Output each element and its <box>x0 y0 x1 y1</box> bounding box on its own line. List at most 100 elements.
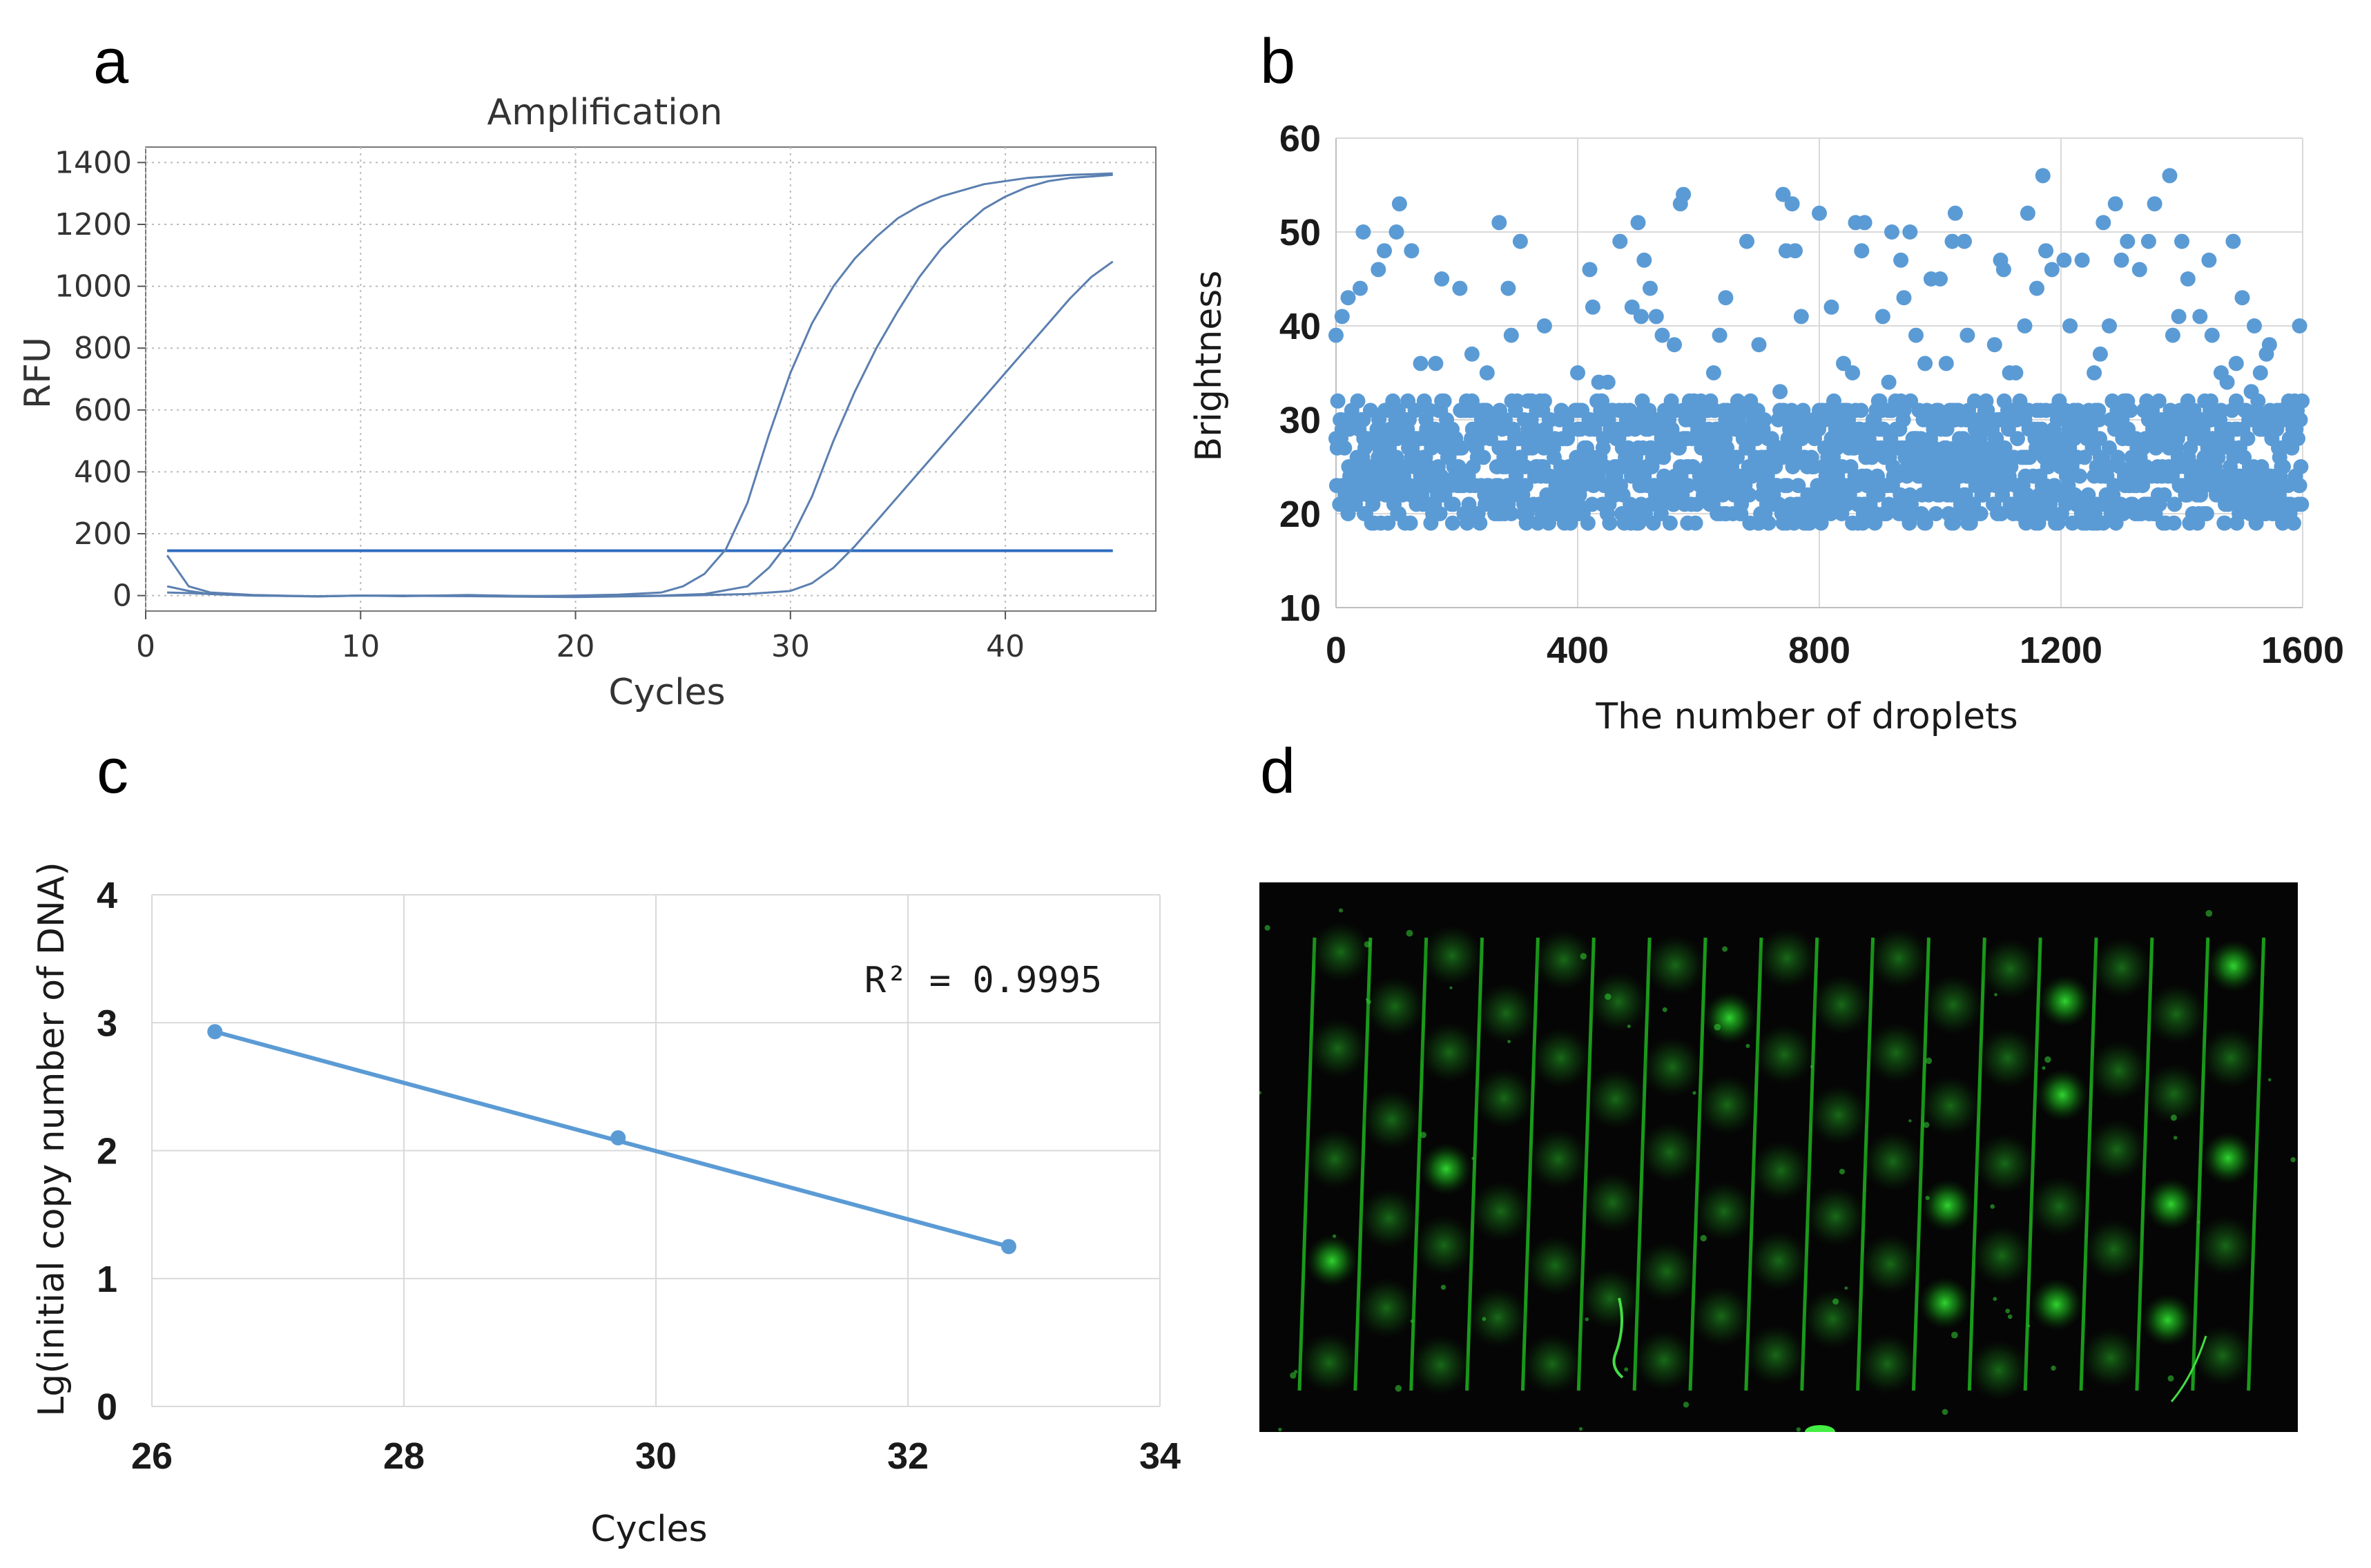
panel-b-droplet-point <box>1491 215 1507 231</box>
panel-b-droplet-point <box>1918 515 1933 531</box>
panel-b-droplet-point <box>2166 515 2182 531</box>
panel-b-droplet-point <box>2294 393 2310 409</box>
panel-b-droplet-point <box>1751 337 1767 353</box>
panel-b-droplet-point <box>1662 515 1678 531</box>
panel-b-droplet-point <box>1790 478 1806 494</box>
panel-b-droplet-point <box>1812 205 1827 221</box>
panel-d-speck <box>1627 1025 1631 1028</box>
panel-d-speck <box>1366 998 1368 1001</box>
panel-d-speck <box>1471 1156 1475 1160</box>
panel-b-droplet-point <box>1986 337 2002 353</box>
panel-a-xtick-label: 40 <box>986 629 1025 664</box>
panel-d-speck <box>1990 1204 1995 1209</box>
panel-d-droplet <box>1802 1288 1864 1350</box>
panel-c-ytick-label: 0 <box>97 1386 117 1428</box>
panel-b-droplet-point <box>1741 487 1757 503</box>
panel-b-droplet-point <box>1947 205 1963 221</box>
panel-b-droplet-point <box>1432 506 1448 521</box>
panel-b-droplet-point <box>1643 280 1658 296</box>
panel-d-droplet <box>1358 1188 1420 1249</box>
panel-b-droplet-point <box>1503 327 1519 343</box>
panel-a-ytick-label: 400 <box>74 454 132 490</box>
panel-b-droplet-point <box>1518 478 1533 494</box>
panel-c-data-point <box>610 1130 626 1145</box>
panel-d-droplet <box>2088 1040 2149 1101</box>
panel-d-speck <box>2197 1220 2200 1224</box>
panel-b-droplet-point <box>1957 233 1972 249</box>
panel-b-droplet-point <box>1337 440 1353 456</box>
panel-b-droplet-point <box>1687 515 1703 531</box>
panel-b-droplet-point <box>1472 515 1488 531</box>
panel-c-ylabel: Lg(initial copy number of DNA) <box>31 862 72 1416</box>
panel-b-droplet-point <box>2219 374 2235 390</box>
panel-b-ticks: 0 400 800 1200 1600 10 20 30 40 50 60 <box>1279 118 2344 671</box>
panel-b-points <box>1328 168 2310 531</box>
panel-b-droplet-point <box>2062 318 2078 333</box>
panel-d-speck <box>1923 1121 1930 1128</box>
panel-b-droplet-point <box>1434 271 1450 287</box>
panel-b-droplet-point <box>2140 233 2156 249</box>
panel-b-droplet-point <box>1428 356 1444 371</box>
panel-d-speck <box>2042 1066 2046 1070</box>
panel-a-plot-area <box>145 146 1157 612</box>
panel-b-droplet-point <box>1730 449 1745 465</box>
panel-b-droplet-point <box>1570 365 1585 380</box>
panel-d-droplet <box>1694 1181 1755 1242</box>
panel-b-ytick-label: 20 <box>1279 494 1321 535</box>
panel-b-droplet-point <box>1612 233 1628 249</box>
panel-d-speck <box>1925 1196 1930 1201</box>
panel-b-droplet-point <box>2167 496 2183 512</box>
panel-b-droplet-point <box>1908 327 1924 343</box>
panel-b-droplet-point <box>1775 186 1791 202</box>
panel-b-droplet-point <box>2234 290 2250 306</box>
panel-d-speck <box>1942 1409 1948 1415</box>
panel-b-droplet-point <box>2092 346 2108 362</box>
panel-d-droplet <box>1470 1181 1531 1242</box>
panel-d-droplet <box>2141 1293 2194 1346</box>
panel-b-droplet-point <box>1795 403 1811 418</box>
panel-b-droplet-point <box>2213 403 2229 418</box>
panel-b-droplet-point <box>2092 431 2107 447</box>
panel-b-ytick-label: 50 <box>1279 212 1321 253</box>
panel-b-droplet-point <box>1407 403 1423 418</box>
panel-d-droplet <box>1473 1067 1535 1129</box>
panel-d-droplet <box>1690 1286 1752 1347</box>
panel-b-droplet-point <box>2198 506 2214 521</box>
panel-b-droplet-point <box>1681 478 1696 494</box>
panel-a-series <box>166 172 1114 599</box>
panel-b-droplet-point <box>1836 356 1851 371</box>
panel-d-speck <box>1683 1402 1690 1408</box>
panel-b-droplet-point <box>1993 506 2009 521</box>
panel-b-droplet-point <box>1350 393 1366 409</box>
panel-letter-d: d <box>1260 736 1295 806</box>
panel-d-droplet <box>1748 1230 1809 1291</box>
panel-b-droplet-point <box>2285 515 2301 531</box>
panel-b-droplet-point <box>1355 224 1371 240</box>
panel-d-droplet <box>1307 1018 1368 1079</box>
panel-d-droplet <box>2029 1176 2090 1237</box>
panel-b-droplet-point <box>1459 515 1475 531</box>
panel-b-droplet-point <box>2292 318 2307 333</box>
panel-b-droplet-point <box>1779 478 1795 494</box>
panel-a-ytick-label: 600 <box>74 393 132 428</box>
panel-b-droplet-point <box>1823 299 1839 315</box>
panel-d-speck <box>2007 1314 2013 1319</box>
panel-d-droplet <box>2030 1278 2083 1331</box>
panel-d-droplet <box>1857 1333 1918 1395</box>
panel-d-channel-stripe <box>2079 937 2098 1391</box>
panel-b-droplet-point <box>1444 515 1460 531</box>
panel-d-droplet <box>1750 1140 1812 1201</box>
panel-b-droplet-point <box>1580 515 1596 531</box>
panel-b-droplet-point <box>1536 393 1552 409</box>
panel-b-ylabel: Brightness <box>1188 271 1230 462</box>
panel-a-xtick-label: 20 <box>557 629 595 664</box>
panel-b-droplet-point <box>1933 271 1948 287</box>
panel-b-droplet-point <box>2290 431 2305 447</box>
panel-b-droplet-point <box>1893 252 1909 268</box>
panel-b-droplet-point <box>1436 393 1452 409</box>
panel-d-droplet <box>1805 1185 1866 1247</box>
panel-d-droplet <box>2080 1327 2142 1388</box>
panel-b-droplet-point <box>2210 449 2226 465</box>
